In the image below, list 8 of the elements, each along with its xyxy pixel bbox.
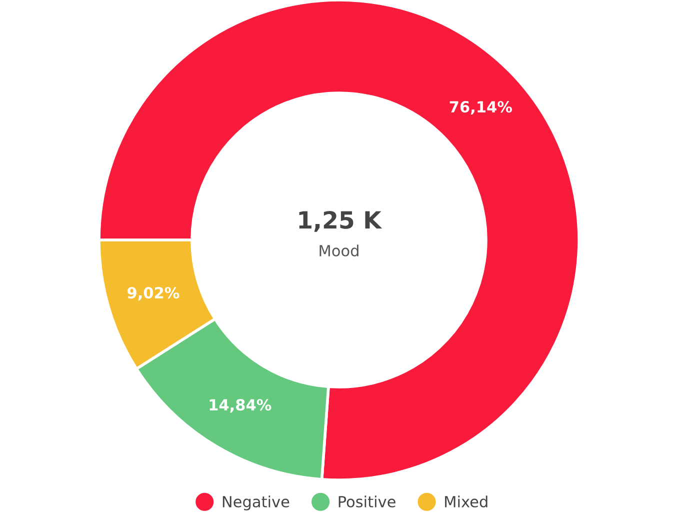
legend-label: Positive — [338, 496, 396, 508]
text: Mood — [320, 244, 358, 256]
data-label: 9,02% — [128, 286, 180, 300]
text: 1,25 K — [299, 210, 382, 232]
data-label: 76,14% — [450, 101, 512, 115]
data-label: 14,84% — [210, 399, 272, 413]
legend-label: Negative — [222, 496, 290, 510]
legend-label: Mixed — [445, 496, 488, 508]
